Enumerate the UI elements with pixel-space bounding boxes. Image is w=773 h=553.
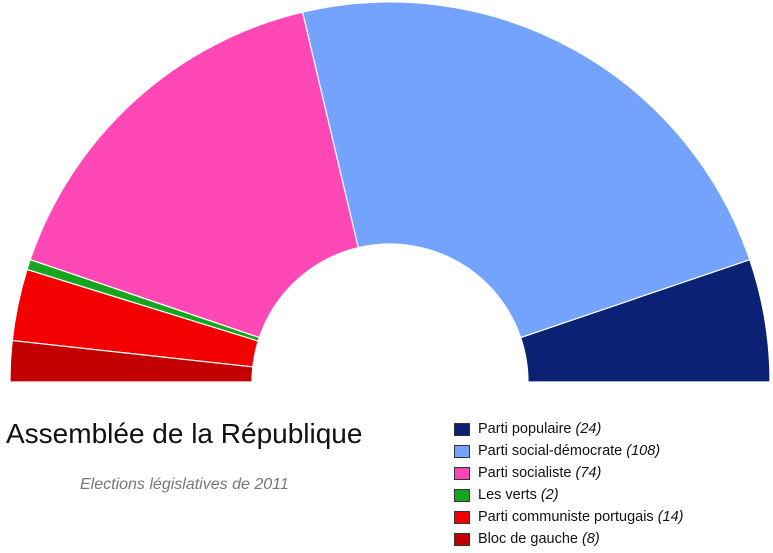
- slice-bloc-de-gauche: [9, 339, 254, 383]
- legend-label: Parti social-démocrate: [478, 443, 623, 459]
- legend-swatch: [454, 510, 470, 524]
- legend-seat-count: (108): [626, 443, 661, 459]
- legend-item-parti-communiste-portugais: Parti communiste portugais (14): [454, 506, 683, 528]
- legend-swatch: [454, 444, 470, 458]
- legend-seat-count: (24): [575, 421, 602, 437]
- slice-parti-social-d-mocrate: [301, 1, 751, 339]
- legend-seat-count: (2): [540, 487, 559, 503]
- legend-seat-count: (74): [575, 465, 602, 481]
- legend-swatch: [454, 422, 470, 436]
- legend-swatch: [454, 532, 470, 546]
- legend-item-parti-socialiste: Parti socialiste (74): [454, 462, 683, 484]
- legend-label: Parti populaire: [478, 421, 572, 437]
- legend-item-parti-social-d-mocrate: Parti social-démocrate (108): [454, 440, 683, 462]
- legend-label: Parti socialiste: [478, 465, 572, 481]
- legend-label: Parti communiste portugais: [478, 509, 654, 525]
- legend-item-parti-populaire: Parti populaire (24): [454, 418, 683, 440]
- legend-seat-count: (14): [657, 509, 684, 525]
- legend-item-les-verts: Les verts (2): [454, 484, 683, 506]
- hemicycle-chart: [9, 1, 771, 383]
- legend-swatch: [454, 488, 470, 502]
- legend-item-bloc-de-gauche: Bloc de gauche (8): [454, 528, 683, 550]
- chart-title: Assemblée de la République: [6, 418, 363, 449]
- legend-label: Bloc de gauche: [478, 531, 578, 547]
- legend-seat-count: (8): [581, 531, 600, 547]
- legend-swatch: [454, 466, 470, 480]
- legend-label: Les verts: [478, 487, 537, 503]
- chart-subtitle: Elections législatives de 2011: [80, 476, 289, 493]
- slice-parti-socialiste: [29, 11, 359, 339]
- chart-legend: Parti populaire (24) Parti social-démocrat…: [454, 418, 683, 550]
